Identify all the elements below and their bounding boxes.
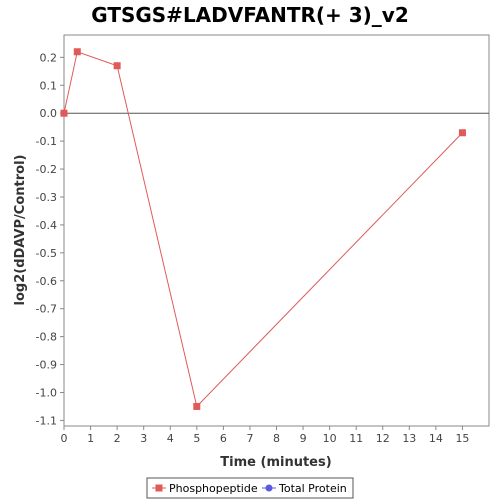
y-tick-label: -1.0 xyxy=(36,386,57,399)
y-tick-label: -0.1 xyxy=(36,135,57,148)
legend-swatch-marker xyxy=(155,484,163,492)
legend: Phosphopeptide Total Protein xyxy=(146,477,354,499)
y-tick-label: -0.7 xyxy=(36,303,57,316)
x-tick-label: 9 xyxy=(300,432,307,445)
x-tick-label: 6 xyxy=(220,432,227,445)
y-tick-label: 0.2 xyxy=(40,51,58,64)
chart-title: GTSGS#LADVFANTR(+ 3)_v2 xyxy=(91,3,409,27)
y-tick-label: -0.4 xyxy=(36,219,57,232)
data-point xyxy=(458,129,466,137)
y-tick-label: -0.8 xyxy=(36,331,57,344)
data-point xyxy=(113,62,121,70)
y-tick-label: -0.9 xyxy=(36,359,57,372)
y-axis: 0.2 0.1 0.0 -0.1 -0.2 -0.3 -0.4 -0.5 -0.6 -0.7 -0.… xyxy=(36,51,64,427)
x-tick-label: 15 xyxy=(455,432,469,445)
x-axis: 0 1 2 3 4 5 6 7 8 9 10 11 12 13 14 15 xyxy=(61,426,469,445)
series-group xyxy=(60,48,466,410)
y-tick-label: -0.2 xyxy=(36,163,57,176)
x-tick-label: 2 xyxy=(114,432,121,445)
y-tick-label: -1.1 xyxy=(36,414,57,427)
x-axis-label: Time (minutes) xyxy=(220,455,331,470)
legend-box xyxy=(146,477,354,499)
x-tick-label: 13 xyxy=(402,432,416,445)
y-tick-label: 0.1 xyxy=(40,79,58,92)
data-point xyxy=(73,48,81,56)
legend-label: Total Protein xyxy=(278,482,347,495)
x-tick-label: 10 xyxy=(323,432,337,445)
y-tick-label: -0.5 xyxy=(36,247,57,260)
x-tick-label: 4 xyxy=(167,432,174,445)
x-tick-label: 12 xyxy=(376,432,390,445)
plot-area xyxy=(63,34,490,427)
x-tick-label: 3 xyxy=(140,432,147,445)
x-tick-label: 5 xyxy=(193,432,200,445)
y-tick-label: -0.6 xyxy=(36,275,57,288)
data-point xyxy=(193,402,201,410)
legend-label: Phosphopeptide xyxy=(169,482,258,495)
y-axis-label: log2(dDAVP/Control) xyxy=(13,155,28,306)
y-tick-label: -0.3 xyxy=(36,191,57,204)
x-tick-label: 1 xyxy=(87,432,94,445)
x-tick-label: 7 xyxy=(246,432,253,445)
data-point xyxy=(60,109,68,117)
x-tick-label: 14 xyxy=(429,432,443,445)
x-tick-label: 11 xyxy=(349,432,363,445)
legend-swatch-marker xyxy=(265,484,273,492)
y-tick-label: 0.0 xyxy=(40,107,58,120)
x-tick-label: 8 xyxy=(273,432,280,445)
x-tick-label: 0 xyxy=(61,432,68,445)
